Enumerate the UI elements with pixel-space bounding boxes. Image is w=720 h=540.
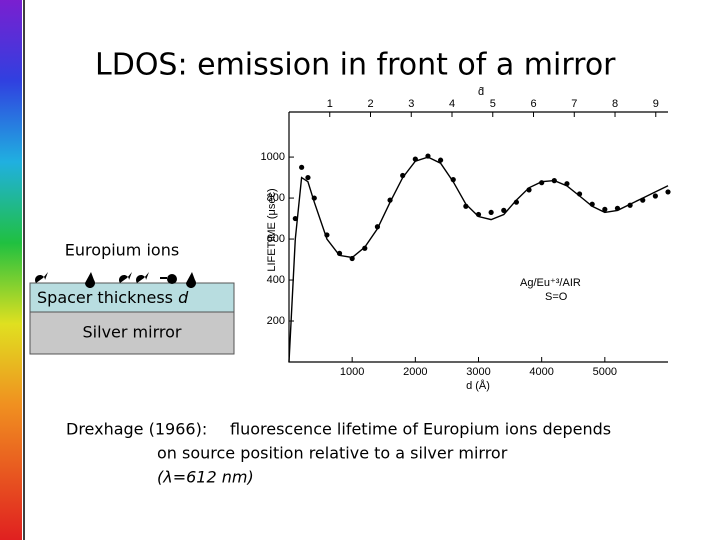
data-point xyxy=(564,181,570,187)
x-axis-label: d (Å) xyxy=(466,379,490,392)
x-tick-label: 1000 xyxy=(340,366,364,378)
data-point xyxy=(488,209,494,216)
spacer-label: Spacer thickness d xyxy=(37,288,189,307)
mirror xyxy=(29,311,235,355)
data-point xyxy=(627,202,633,208)
x2-tick-label: 3 xyxy=(408,98,414,110)
y-tick-label: 600 xyxy=(267,233,285,245)
y-tick-label: 400 xyxy=(267,274,285,286)
mirror-label: Silver mirror xyxy=(83,323,182,342)
x2-tick-label: 2 xyxy=(367,98,373,110)
data-point xyxy=(374,224,381,230)
data-point xyxy=(539,180,545,186)
x-tick-label: 5000 xyxy=(593,366,617,378)
ion xyxy=(186,272,196,289)
x2-axis-label: d̂ xyxy=(478,86,484,98)
data-point xyxy=(349,255,355,262)
caption-line: fluorescence lifetime of Europium ions d… xyxy=(230,420,611,439)
data-point xyxy=(475,211,482,218)
theory-line xyxy=(288,156,669,363)
spacer-text: Spacer thickness xyxy=(37,288,173,307)
data-point xyxy=(400,172,406,179)
data-point xyxy=(305,174,311,181)
data-point xyxy=(463,203,469,209)
x2-tick-label: 1 xyxy=(327,98,333,110)
data-point xyxy=(589,201,595,207)
y-tick-label: 200 xyxy=(267,315,285,327)
data-point xyxy=(336,250,343,256)
data-point xyxy=(311,195,317,201)
axis-frame xyxy=(288,111,668,363)
ion xyxy=(35,272,48,283)
data-point xyxy=(551,178,557,184)
ions-label: Europium ions xyxy=(65,241,179,260)
data-point xyxy=(425,153,431,159)
x2-tick-label: 7 xyxy=(571,98,577,110)
ion xyxy=(119,272,132,283)
data-point xyxy=(387,197,393,203)
annotation: S=O xyxy=(545,291,568,303)
x-tick-label: 2000 xyxy=(403,366,427,378)
rainbow-bar xyxy=(0,0,22,540)
data-point xyxy=(513,199,520,205)
slide-title: LDOS: emission in front of a mirror xyxy=(95,48,616,83)
x2-tick-label: 4 xyxy=(449,98,455,110)
data-point xyxy=(614,205,621,211)
data-point xyxy=(501,207,507,213)
caption-line: (λ=612 nm) xyxy=(157,468,254,487)
ion xyxy=(167,274,177,284)
y-axis-label: LIFETIME (μsec) xyxy=(266,188,278,271)
data-point xyxy=(526,187,532,193)
x2-tick-label: 8 xyxy=(612,98,618,110)
annotation: Ag/Eu⁺³/AIR xyxy=(520,277,581,289)
data-point xyxy=(602,206,608,212)
x2-tick-label: 5 xyxy=(490,98,496,110)
data-point xyxy=(299,164,305,170)
data-point xyxy=(652,193,658,199)
data-point xyxy=(362,245,368,251)
ions xyxy=(35,272,196,289)
data-point xyxy=(292,215,298,222)
data-point xyxy=(576,191,583,197)
data-point xyxy=(665,189,671,195)
plot: LIFETIME (μsec) d (Å) d̂ Ag/Eu⁺³/AIR S=O… xyxy=(261,86,671,392)
data-point xyxy=(640,197,646,203)
x-tick-label: 4000 xyxy=(529,366,553,378)
data-point xyxy=(412,156,418,162)
x2-tick-label: 9 xyxy=(653,98,659,110)
spacer-symbol: d xyxy=(178,288,189,307)
x-tick-label: 3000 xyxy=(466,366,490,378)
y-tick-label: 800 xyxy=(267,192,285,204)
data-point xyxy=(438,157,444,163)
x2-tick-label: 6 xyxy=(530,98,536,110)
ion xyxy=(85,272,96,289)
data-point xyxy=(324,232,330,238)
caption-source: Drexhage (1966): xyxy=(66,420,207,439)
caption-line: on source position relative to a silver … xyxy=(157,444,508,463)
data-point xyxy=(450,177,456,183)
y-tick-label: 1000 xyxy=(261,151,285,163)
ion xyxy=(136,272,149,283)
